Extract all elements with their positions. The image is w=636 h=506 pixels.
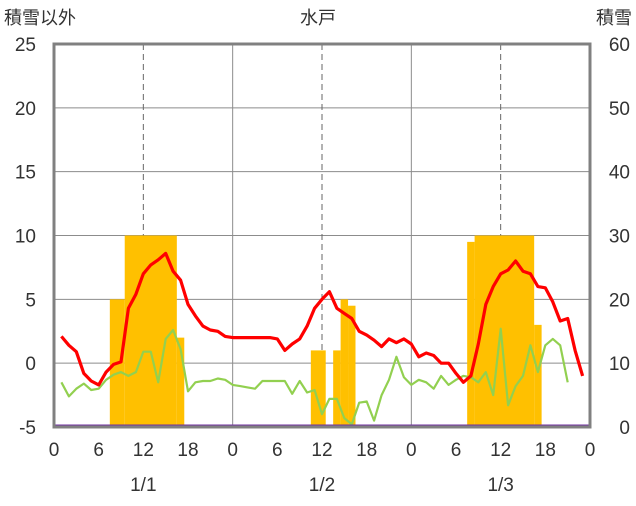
day-label: 1/1 xyxy=(130,475,156,496)
x-tick-label: 6 xyxy=(451,440,462,461)
x-tick-label: 18 xyxy=(535,440,556,461)
x-tick-label: 0 xyxy=(585,440,596,461)
x-tick-label: 18 xyxy=(177,440,198,461)
plot-frame xyxy=(52,42,592,429)
right-y-tick-label: 60 xyxy=(609,35,630,56)
snow-depth-bar xyxy=(310,350,326,427)
day-label: 1/3 xyxy=(487,475,513,496)
snow-depth-bar xyxy=(534,324,542,427)
snow-depth-bar xyxy=(176,337,185,427)
snow-depth-bar xyxy=(474,235,535,427)
x-tick-label: 12 xyxy=(133,440,154,461)
left-y-tick-label: 20 xyxy=(15,99,36,120)
left-axis-title: 積雪以外 xyxy=(4,8,76,28)
right-y-tick-label: 50 xyxy=(609,99,630,120)
day-label: 1/2 xyxy=(309,475,335,496)
left-y-tick-label: 5 xyxy=(25,290,36,311)
x-tick-label: 0 xyxy=(49,440,60,461)
temperature-line xyxy=(60,251,585,387)
right-axis-title: 積雪 xyxy=(596,8,632,28)
right-y-tick-label: 30 xyxy=(609,227,630,248)
right-y-tick-label: 40 xyxy=(609,163,630,184)
snow-depth-bar xyxy=(467,241,475,427)
x-tick-label: 0 xyxy=(406,440,417,461)
left-y-tick-label: -5 xyxy=(19,418,36,439)
x-tick-label: 12 xyxy=(311,440,332,461)
dew-point-line xyxy=(60,327,569,426)
x-tick-label: 6 xyxy=(272,440,283,461)
right-y-tick-label: 0 xyxy=(619,418,630,439)
left-y-tick-label: 15 xyxy=(15,163,36,184)
tick-labels: -5 0 5 10 15 20 25 0 10 20 30 40 50 60 0 6 12 18 0 6 12 18 0 6 1… xyxy=(15,35,630,496)
chart-title: 水戸 xyxy=(300,8,336,28)
x-tick-label: 18 xyxy=(356,440,377,461)
right-y-tick-label: 20 xyxy=(609,290,630,311)
snow-depth-bar xyxy=(124,235,177,427)
snow-depth-bars xyxy=(109,235,542,427)
snow-depth-bar xyxy=(348,305,356,427)
left-y-tick-label: 25 xyxy=(15,35,36,56)
left-y-tick-label: 10 xyxy=(15,227,36,248)
plot-border xyxy=(52,42,592,429)
right-y-tick-label: 10 xyxy=(609,354,630,375)
snow-depth-bar xyxy=(340,299,349,427)
x-tick-label: 12 xyxy=(490,440,511,461)
x-tick-label: 0 xyxy=(227,440,238,461)
snow-depth-bar xyxy=(333,350,341,427)
x-tick-label: 6 xyxy=(93,440,104,461)
left-y-tick-label: 0 xyxy=(25,354,36,375)
